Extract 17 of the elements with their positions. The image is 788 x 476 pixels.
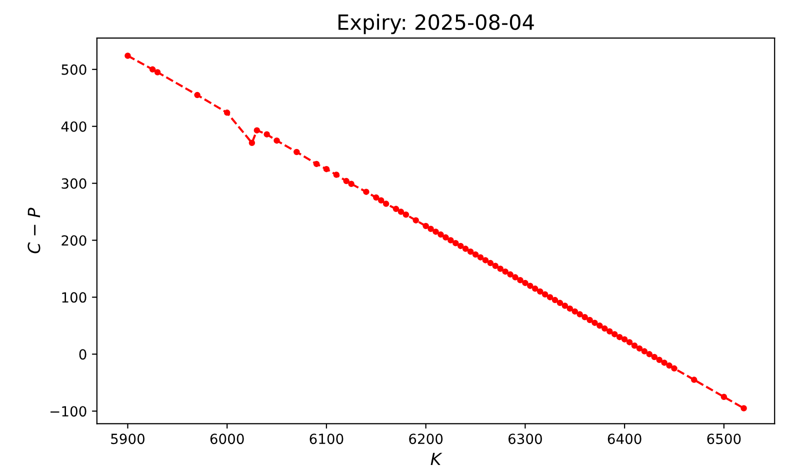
y-tick-label: 500 xyxy=(62,64,86,75)
x-tick-label: 6200 xyxy=(409,434,443,444)
chart-title: Expiry: 2025-08-04 xyxy=(338,14,534,34)
y-tick-label: 300 xyxy=(62,178,86,189)
y-axis-title: C − P xyxy=(28,208,40,254)
y-tick-label: 400 xyxy=(61,121,86,132)
y-tick-label: 0 xyxy=(79,349,86,360)
y-tick-label: 100 xyxy=(62,292,86,303)
x-tick-label: 6400 xyxy=(608,434,642,444)
x-tick-label: 6100 xyxy=(310,434,344,444)
x-tick-label: 6500 xyxy=(707,434,741,444)
x-tick-label: 6000 xyxy=(210,434,244,444)
x-axis-title: K xyxy=(430,452,442,466)
y-tick-label: 200 xyxy=(62,235,86,246)
y-tick-label: −100 xyxy=(50,406,86,417)
x-tick-label: 5900 xyxy=(111,434,144,444)
x-tick-label: 6300 xyxy=(508,434,542,444)
